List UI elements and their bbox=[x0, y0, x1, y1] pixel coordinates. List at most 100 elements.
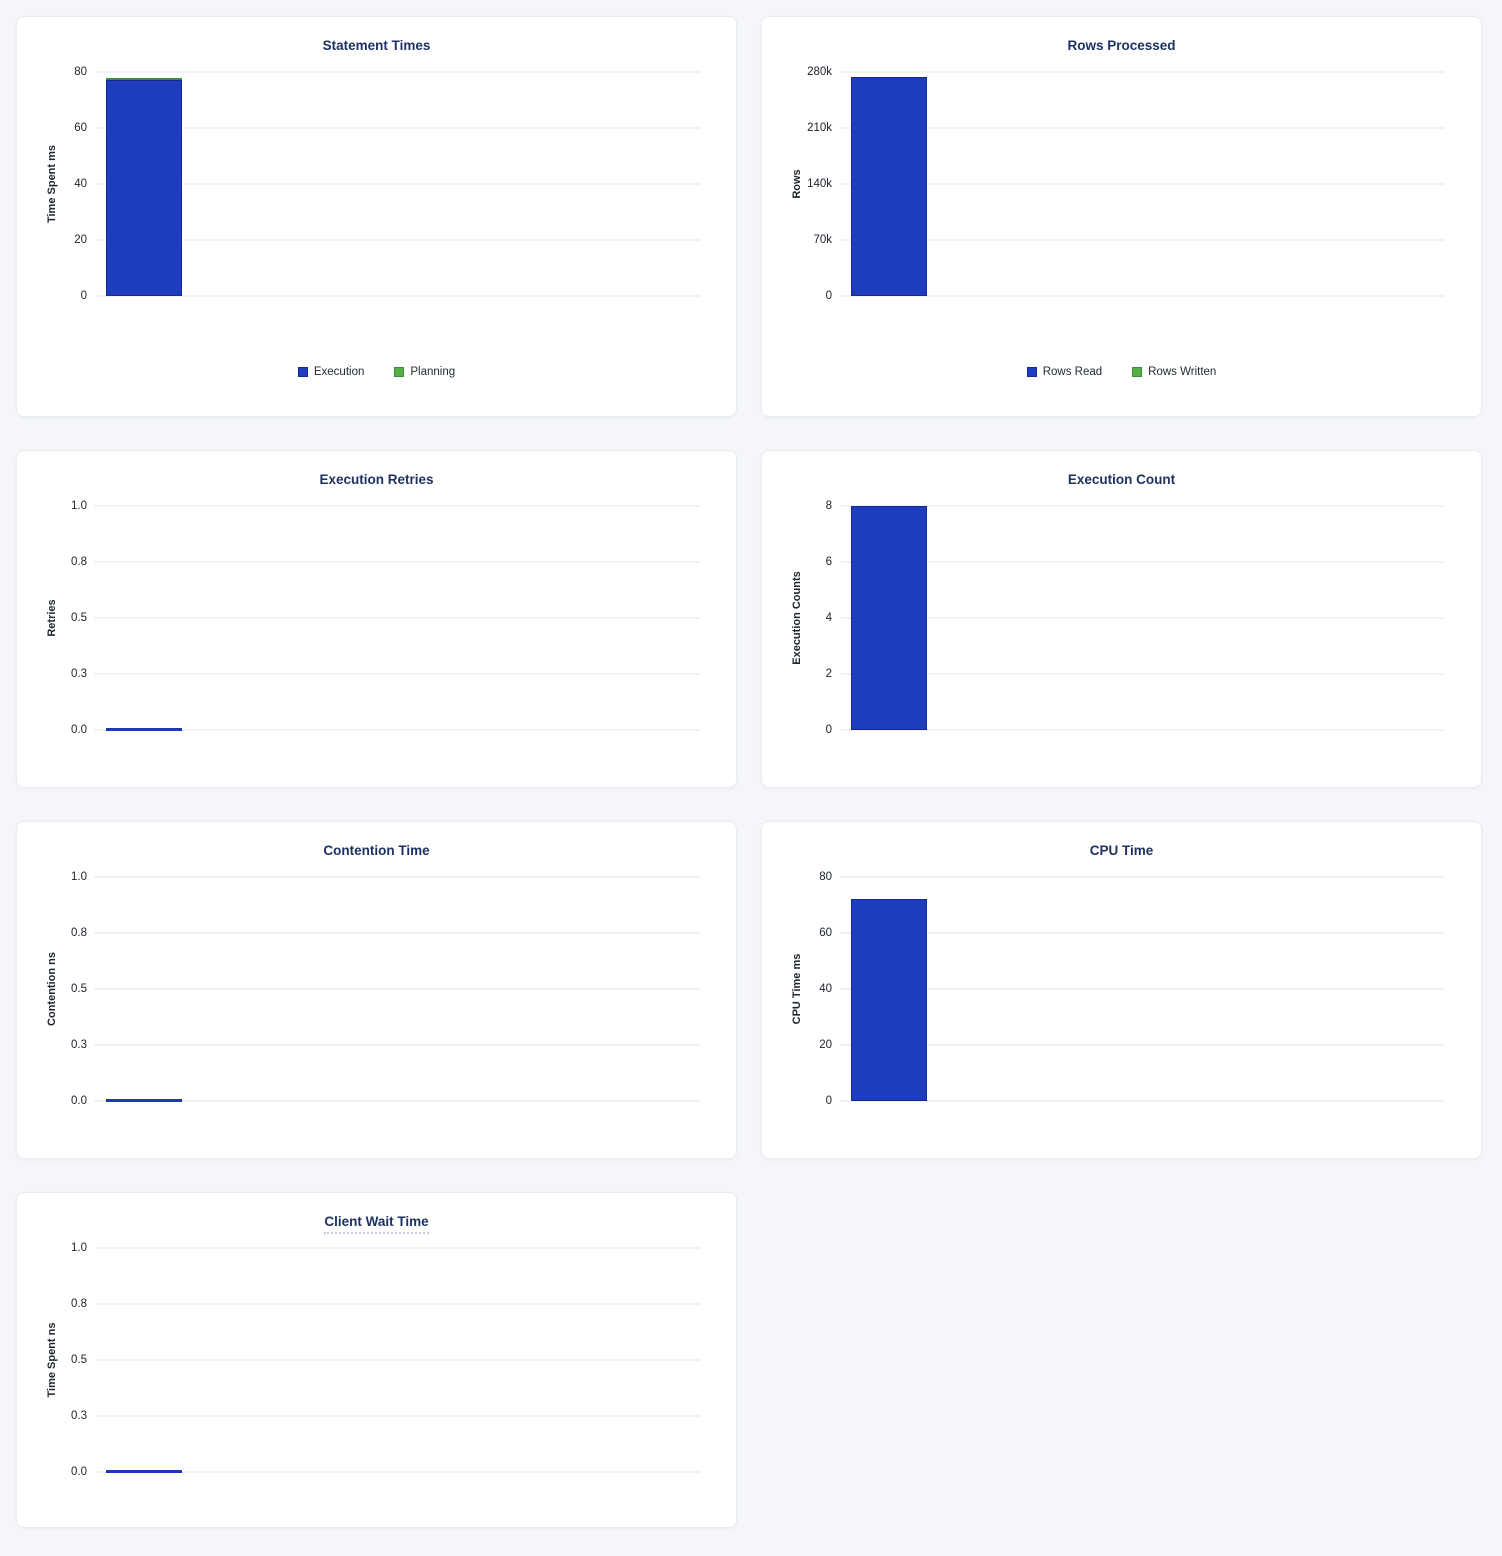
gridline bbox=[839, 561, 1445, 563]
y-tick-label: 2 bbox=[825, 668, 832, 680]
chart-title-execution-count: Execution Count bbox=[1067, 472, 1176, 487]
legend-label: Rows Read bbox=[1042, 366, 1103, 378]
y-axis: Rows 280k 210k 140k 70k 0 bbox=[762, 66, 839, 302]
y-tick-label: 0 bbox=[825, 1095, 832, 1107]
gridline bbox=[94, 1247, 700, 1249]
y-tick-label: 140k bbox=[807, 178, 832, 190]
plot-area bbox=[94, 1247, 700, 1473]
y-axis-label: Rows bbox=[791, 169, 803, 199]
plot-area bbox=[839, 505, 1445, 731]
gridline bbox=[94, 295, 700, 297]
chart-title-contention-time: Contention Time bbox=[323, 843, 430, 858]
y-tick-label: 0 bbox=[80, 290, 87, 302]
y-tick-label: 0.3 bbox=[71, 1039, 87, 1051]
y-tick-label: 80 bbox=[819, 871, 832, 883]
gridline bbox=[94, 673, 700, 675]
chart-card-contention-time: Contention Time Contention ns 1.0 0.8 0.5 0.3… bbox=[16, 821, 737, 1159]
bar-rows-processed bbox=[851, 72, 927, 296]
y-tick-label: 280k bbox=[807, 66, 832, 78]
y-axis-label: CPU Time ms bbox=[791, 953, 803, 1025]
gridline bbox=[94, 127, 700, 129]
gridline bbox=[94, 183, 700, 185]
chart-title-row: Contention Time bbox=[17, 842, 700, 859]
y-tick-label: 4 bbox=[825, 612, 832, 624]
chart-legend: Execution Planning bbox=[17, 366, 700, 378]
bar-segment-execution bbox=[106, 80, 182, 296]
y-tick-label: 0.0 bbox=[71, 1466, 87, 1478]
chart-title-row: Rows Processed bbox=[762, 37, 1445, 54]
chart-legend: Rows Read Rows Written bbox=[762, 366, 1445, 378]
gridline bbox=[94, 876, 700, 878]
gridline bbox=[94, 932, 700, 934]
y-tick-label: 60 bbox=[819, 927, 832, 939]
y-tick-label: 0 bbox=[825, 724, 832, 736]
gridline bbox=[94, 239, 700, 241]
y-tick-label: 1.0 bbox=[71, 871, 87, 883]
legend-item-planning: Planning bbox=[394, 366, 455, 378]
gridline bbox=[839, 505, 1445, 507]
legend-swatch-rows-written bbox=[1132, 367, 1143, 377]
gridline bbox=[94, 617, 700, 619]
chart-body: CPU Time ms 80 60 40 20 0 bbox=[762, 871, 1445, 1107]
y-tick-label: 6 bbox=[825, 556, 832, 568]
legend-item-execution: Execution bbox=[297, 366, 365, 378]
chart-card-execution-retries: Execution Retries Retries 1.0 0.8 0.5 0.3 0.0 bbox=[16, 450, 737, 788]
y-axis: Contention ns 1.0 0.8 0.5 0.3 0.0 bbox=[17, 871, 94, 1107]
gridline bbox=[94, 71, 700, 73]
gridline bbox=[839, 127, 1445, 129]
y-axis: Time Spent ms 80 60 40 20 0 bbox=[17, 66, 94, 302]
y-axis-label: Time Spent ns bbox=[46, 1322, 58, 1398]
y-axis: Retries 1.0 0.8 0.5 0.3 0.0 bbox=[17, 500, 94, 736]
bar-statement-times bbox=[106, 72, 182, 296]
y-tick-label: 0.5 bbox=[71, 612, 87, 624]
gridline bbox=[94, 988, 700, 990]
chart-title-row: Client Wait Time bbox=[17, 1213, 700, 1234]
y-tick-label: 80 bbox=[74, 66, 87, 78]
gridline bbox=[839, 673, 1445, 675]
bar-segment-rows-read bbox=[851, 76, 927, 296]
y-tick-label: 40 bbox=[819, 983, 832, 995]
gridline bbox=[839, 183, 1445, 185]
y-tick-label: 0.0 bbox=[71, 1095, 87, 1107]
y-tick-label: 0.3 bbox=[71, 668, 87, 680]
chart-title-row: Execution Count bbox=[762, 471, 1445, 488]
gridline bbox=[94, 1303, 700, 1305]
zero-value-bar bbox=[106, 1470, 182, 1473]
gridline bbox=[94, 505, 700, 507]
legend-swatch-execution bbox=[297, 367, 308, 377]
chart-card-statement-times: Statement Times Time Spent ms 80 60 40 20 0 Exe… bbox=[16, 16, 737, 417]
gridline bbox=[839, 239, 1445, 241]
y-tick-label: 0.8 bbox=[71, 1298, 87, 1310]
chart-title-row: Execution Retries bbox=[17, 471, 700, 488]
gridline bbox=[839, 1044, 1445, 1046]
gridline bbox=[839, 729, 1445, 731]
plot-area bbox=[94, 876, 700, 1102]
plot-area bbox=[94, 71, 700, 297]
gridline bbox=[94, 561, 700, 563]
y-tick-label: 0.8 bbox=[71, 556, 87, 568]
chart-title-statement-times: Statement Times bbox=[322, 38, 431, 53]
y-tick-label: 20 bbox=[819, 1039, 832, 1051]
y-tick-label: 0.0 bbox=[71, 724, 87, 736]
legend-label: Rows Written bbox=[1148, 366, 1217, 378]
gridline bbox=[839, 876, 1445, 878]
legend-swatch-rows-read bbox=[1026, 367, 1037, 377]
chart-title-rows-processed: Rows Processed bbox=[1067, 38, 1176, 53]
chart-title-row: CPU Time bbox=[762, 842, 1445, 859]
gridline bbox=[94, 729, 700, 731]
gridline bbox=[839, 295, 1445, 297]
chart-body: Time Spent ms 80 60 40 20 0 bbox=[17, 66, 700, 302]
gridline bbox=[94, 1471, 700, 1473]
chart-title-cpu-time: CPU Time bbox=[1089, 843, 1154, 858]
charts-grid: Statement Times Time Spent ms 80 60 40 20 0 Exe… bbox=[16, 16, 1482, 1528]
plot-area bbox=[94, 505, 700, 731]
gridline bbox=[839, 988, 1445, 990]
legend-label: Execution bbox=[313, 366, 365, 378]
bar-segment-execution-count bbox=[851, 506, 927, 730]
chart-title-client-wait-time[interactable]: Client Wait Time bbox=[324, 1213, 429, 1234]
gridline bbox=[839, 617, 1445, 619]
chart-card-rows-processed: Rows Processed Rows 280k 210k 140k 70k 0 Rows R… bbox=[761, 16, 1482, 417]
plot-area bbox=[839, 71, 1445, 297]
zero-value-bar bbox=[106, 1099, 182, 1102]
